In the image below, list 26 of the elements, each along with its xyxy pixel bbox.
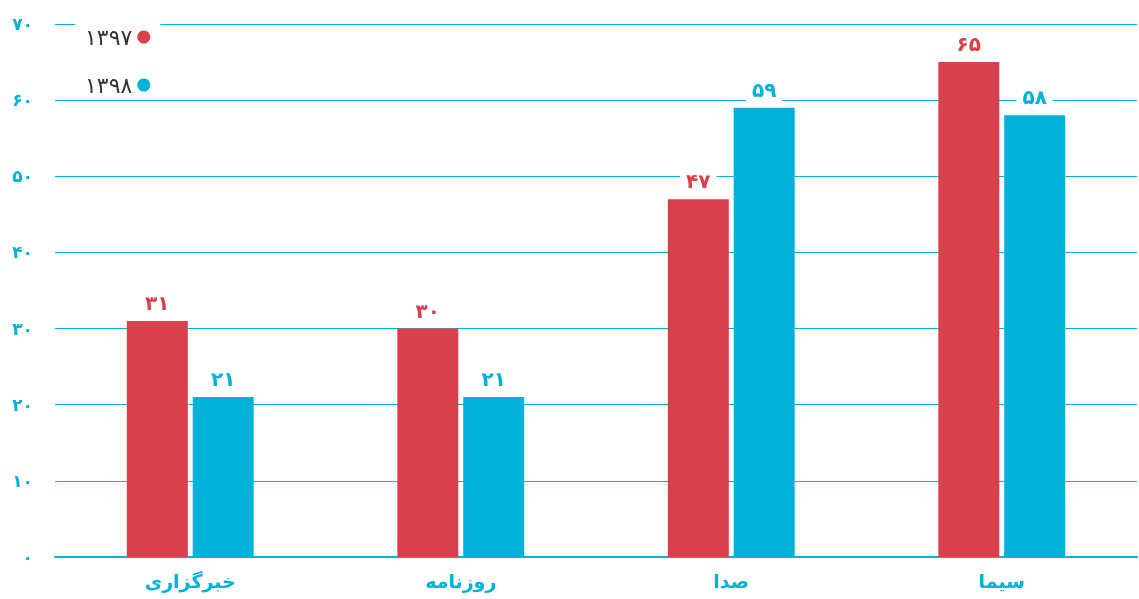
y-tick-label: ۶۰ [12,90,33,111]
bar [938,62,1000,557]
data-label: ۲۱ [210,367,236,392]
y-tick-label: ۷۰ [12,14,33,34]
y-tick-label: ۵۰ [12,166,33,187]
bar [397,328,459,557]
bar [126,320,188,557]
y-tick-label: ۲۰ [12,394,33,415]
data-label: ۲۱ [481,367,506,392]
x-tick-label: خبرگزاری [144,569,236,593]
data-label: ۶۵ [956,32,982,57]
data-label: ۴۷ [686,169,711,194]
legend-label: ۱۳۹۸ [85,72,133,98]
x-tick-label: روزنامه [425,569,497,593]
legend-label: ۱۳۹۷ [85,24,133,50]
y-tick-label: ۱۰ [12,470,33,491]
y-tick-label: ۰ [22,547,33,567]
y-tick-label: ۳۰ [12,318,33,339]
data-label: ۵۸ [1022,85,1047,110]
data-label: ۳۱ [145,290,170,315]
y-tick-label: ۴۰ [12,242,33,263]
data-label: ۳۰ [415,298,441,323]
bar [667,199,729,557]
data-label: ۵۹ [751,77,777,102]
x-tick-label: صدا [713,569,750,592]
x-tick-label: سیما [978,569,1025,592]
